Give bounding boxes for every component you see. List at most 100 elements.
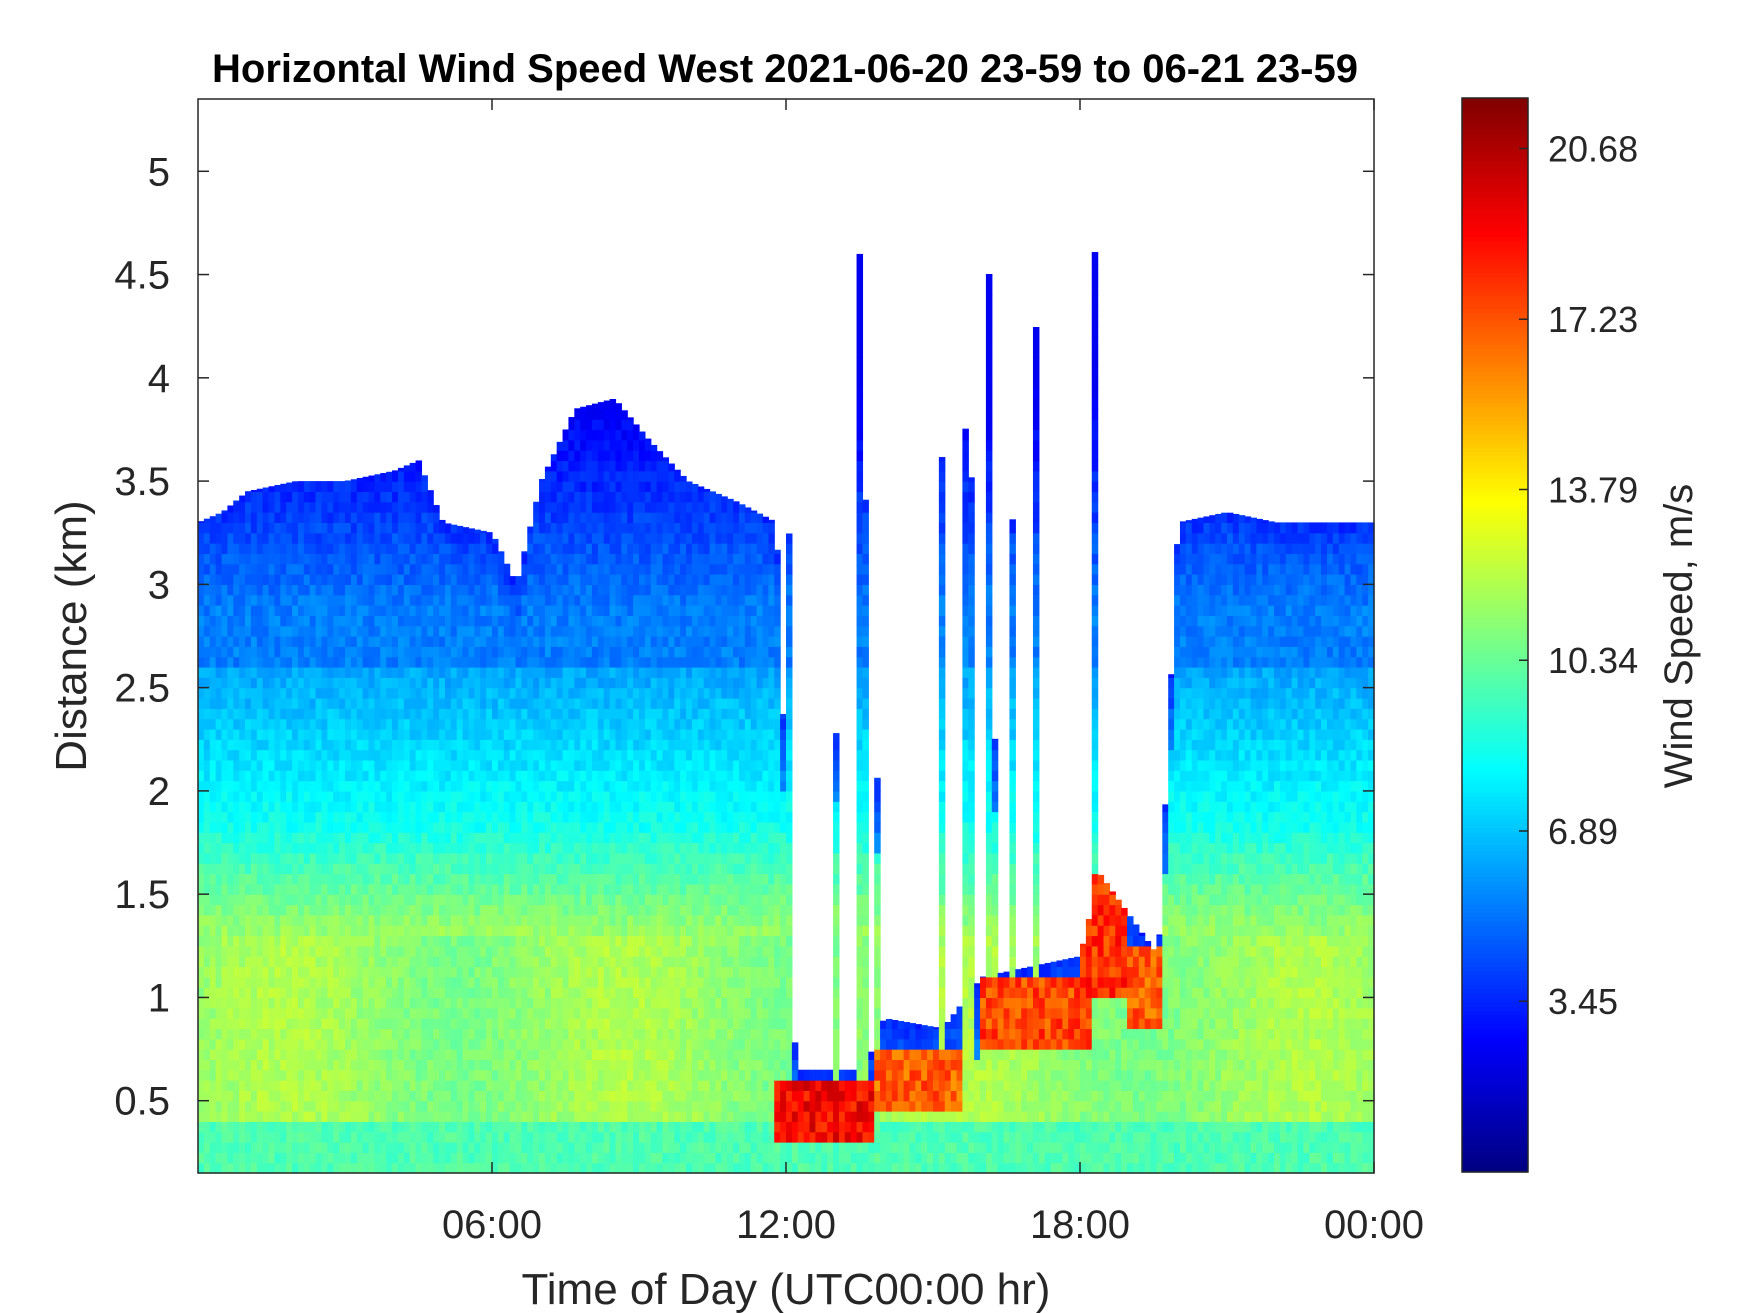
heatmap-cell: [280, 687, 287, 699]
heatmap-cell: [339, 749, 346, 761]
heatmap-cell: [544, 832, 552, 844]
heatmap-cell: [544, 945, 552, 957]
heatmap-cell: [233, 1090, 240, 1102]
heatmap-cell: [580, 914, 587, 926]
heatmap-cell: [603, 1038, 611, 1050]
heatmap-cell: [486, 563, 493, 575]
heatmap-cell: [274, 1111, 281, 1122]
heatmap-cell: [345, 749, 352, 761]
heatmap-cell: [515, 1007, 522, 1019]
heatmap-cell: [415, 460, 423, 472]
heatmap-cell: [221, 636, 228, 647]
heatmap-cell: [309, 987, 317, 999]
heatmap-cell: [621, 636, 628, 647]
heatmap-cell: [386, 708, 393, 720]
heatmap-cell: [586, 935, 593, 947]
heatmap-cell: [333, 625, 340, 637]
heatmap-cell: [591, 1069, 599, 1081]
heatmap-cell: [292, 749, 299, 761]
heatmap-cell: [256, 759, 264, 771]
heatmap-cell: [544, 656, 552, 668]
heatmap-cell: [550, 1152, 558, 1164]
heatmap-cell: [286, 749, 293, 761]
heatmap-cell: [268, 656, 276, 668]
heatmap-cell: [415, 997, 423, 1009]
heatmap-cell: [274, 935, 281, 947]
heatmap-cell: [374, 553, 381, 565]
heatmap-cell: [327, 656, 334, 668]
heatmap-cell: [544, 935, 552, 947]
heatmap-cell: [274, 863, 281, 875]
heatmap-cell: [597, 914, 605, 926]
heatmap-cell: [286, 574, 293, 585]
heatmap-cell: [474, 894, 481, 906]
heatmap-cell: [345, 1059, 352, 1071]
heatmap-cell: [609, 873, 617, 885]
heatmap-cell: [262, 1111, 270, 1122]
heatmap-cell: [603, 501, 611, 513]
heatmap-cell: [492, 739, 499, 751]
heatmap-cell: [486, 987, 493, 999]
heatmap-cell: [227, 956, 234, 968]
heatmap-cell: [233, 842, 240, 854]
heatmap-cell: [345, 605, 352, 616]
heatmap-cell: [444, 749, 452, 761]
heatmap-cell: [292, 656, 299, 668]
heatmap-cell: [550, 605, 558, 616]
heatmap-cell: [621, 842, 628, 854]
heatmap-cell: [403, 646, 411, 658]
heatmap-cell: [615, 450, 622, 462]
heatmap-cell: [198, 987, 205, 999]
heatmap-cell: [568, 904, 575, 916]
heatmap-cell: [409, 687, 417, 699]
heatmap-cell: [239, 584, 246, 596]
heatmap-cell: [403, 470, 411, 482]
heatmap-cell: [427, 997, 434, 1009]
heatmap-cell: [556, 574, 564, 585]
heatmap-cell: [427, 718, 434, 730]
heatmap-cell: [303, 1142, 311, 1153]
heatmap-cell: [456, 543, 464, 554]
heatmap-cell: [533, 1142, 540, 1153]
heatmap-cell: [409, 553, 417, 565]
heatmap-cell: [350, 935, 358, 947]
heatmap-cell: [274, 522, 281, 534]
heatmap-cell: [280, 1049, 287, 1061]
heatmap-cell: [215, 790, 223, 802]
heatmap-cell: [509, 790, 517, 802]
heatmap-cell: [362, 935, 370, 947]
heatmap-cell: [492, 904, 499, 916]
heatmap-cell: [315, 563, 323, 575]
heatmap-cell: [339, 543, 346, 554]
heatmap-cell: [509, 656, 517, 668]
heatmap-cell: [462, 697, 470, 709]
heatmap-cell: [468, 1049, 475, 1061]
heatmap-cell: [386, 574, 393, 585]
heatmap-cell: [227, 759, 234, 771]
heatmap-cell: [574, 501, 581, 513]
heatmap-cell: [321, 1162, 328, 1174]
heatmap-cell: [280, 625, 287, 637]
heatmap-cell: [433, 935, 440, 947]
heatmap-cell: [539, 883, 546, 895]
heatmap-cell: [586, 1162, 593, 1174]
heatmap-cell: [533, 1162, 540, 1174]
heatmap-cell: [609, 894, 617, 906]
heatmap-cell: [221, 976, 228, 988]
heatmap-cell: [262, 863, 270, 875]
heatmap-cell: [486, 925, 493, 937]
heatmap-cell: [568, 987, 575, 999]
heatmap-cell: [280, 935, 287, 947]
heatmap-cell: [492, 863, 499, 875]
heatmap-cell: [574, 429, 581, 441]
heatmap-cell: [533, 987, 540, 999]
heatmap-cell: [327, 1131, 334, 1143]
heatmap-cell: [297, 1049, 305, 1061]
heatmap-cell: [415, 512, 423, 524]
heatmap-cell: [456, 594, 464, 606]
heatmap-cell: [374, 666, 381, 678]
heatmap-cell: [221, 1038, 228, 1050]
heatmap-cell: [586, 1121, 593, 1133]
heatmap-cell: [474, 708, 481, 720]
heatmap-cell: [456, 759, 464, 771]
